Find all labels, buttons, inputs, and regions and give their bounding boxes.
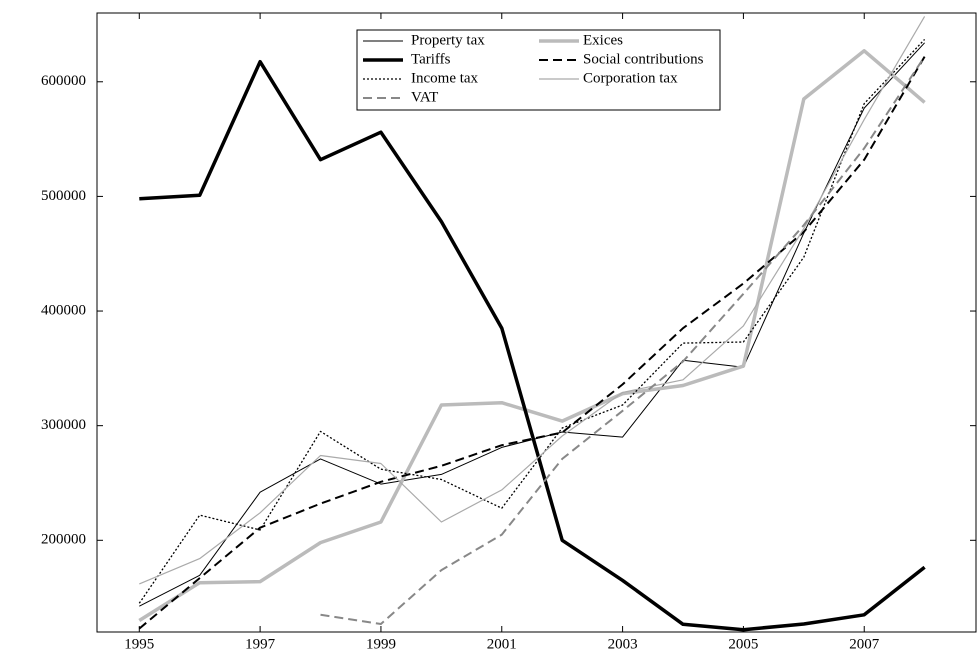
legend-label: Income tax xyxy=(411,70,479,86)
x-tick-label: 1999 xyxy=(366,636,396,652)
legend-box xyxy=(356,29,721,111)
series-line xyxy=(139,59,926,632)
y-tick-label: 400000 xyxy=(41,302,86,318)
y-tick-label: 500000 xyxy=(41,188,86,204)
series-line xyxy=(139,16,926,585)
legend-label: VAT xyxy=(411,89,438,105)
x-tick-label: 2005 xyxy=(728,636,758,652)
x-tick-label: 1995 xyxy=(124,636,154,652)
legend-label: Exices xyxy=(583,32,623,48)
series-line xyxy=(138,49,926,622)
plot-frame xyxy=(96,12,977,633)
legend-label: Corporation tax xyxy=(583,70,678,86)
legend-label: Tariffs xyxy=(411,51,451,67)
x-tick-label: 2003 xyxy=(608,636,638,652)
x-tick-label: 1997 xyxy=(245,636,276,652)
series-line xyxy=(320,56,926,625)
legend-label: Social contributions xyxy=(583,51,704,67)
series-line xyxy=(138,38,926,604)
legend-label: Property tax xyxy=(411,32,485,48)
y-tick-label: 200000 xyxy=(41,532,86,548)
x-tick-label: 2001 xyxy=(487,636,517,652)
x-tick-label: 2007 xyxy=(849,636,880,652)
y-tick-label: 300000 xyxy=(41,417,86,433)
y-tick-label: 600000 xyxy=(41,73,86,89)
series-line xyxy=(138,56,926,630)
series-line xyxy=(139,42,925,607)
